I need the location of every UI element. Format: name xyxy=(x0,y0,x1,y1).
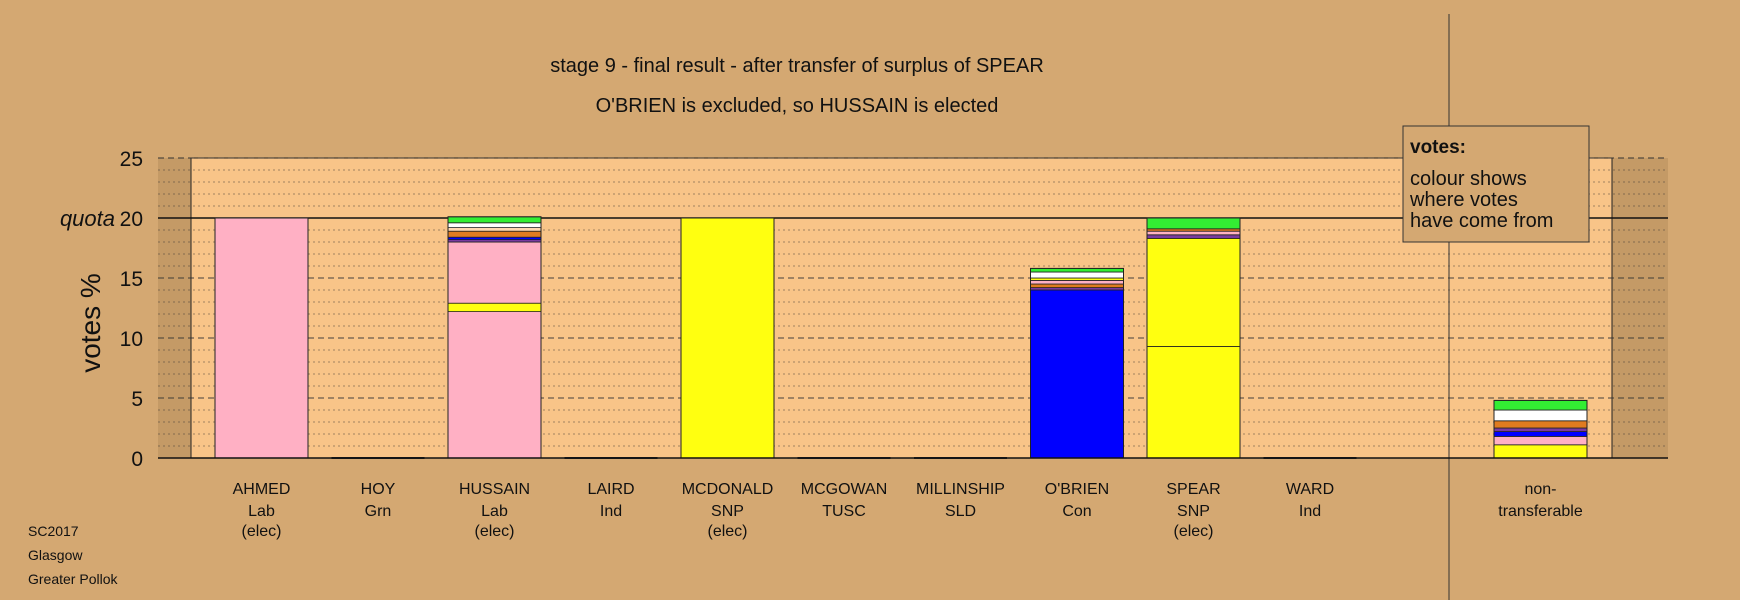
candidate-segment xyxy=(1146,230,1241,236)
y-tick-label: 10 xyxy=(120,328,143,351)
nontransferable-segment xyxy=(1493,427,1588,432)
nontransferable-segment xyxy=(1493,444,1588,459)
candidate-name-label: MILLINSHIP xyxy=(916,481,1005,498)
candidate-party-label: Lab xyxy=(248,503,275,520)
candidate-name-label: MCGOWAN xyxy=(801,481,888,498)
nontransferable-label: transferable xyxy=(1498,503,1583,520)
legend-line: where votes xyxy=(1409,189,1518,211)
candidate-status-label: (elec) xyxy=(707,523,747,540)
legend: votes: colour shows where votes have com… xyxy=(1402,125,1590,243)
candidate-name-label: WARD xyxy=(1286,481,1334,498)
candidate-name-label: SPEAR xyxy=(1166,481,1220,498)
candidate-party-label: SNP xyxy=(1177,503,1210,520)
plot-frame xyxy=(190,157,1613,459)
candidate-party-label: Ind xyxy=(600,503,622,520)
candidate-segment xyxy=(1030,279,1124,285)
candidate-status-label: (elec) xyxy=(1173,523,1213,540)
candidate-segment xyxy=(447,302,542,313)
candidate-segment xyxy=(1030,289,1124,459)
quota-label: quota xyxy=(60,206,115,231)
nontransferable-segment xyxy=(1493,420,1588,429)
legend-title: votes: xyxy=(1410,137,1466,158)
nontransferable-segment xyxy=(1493,431,1588,437)
candidate-segment xyxy=(447,222,542,229)
candidate-segment xyxy=(214,217,309,459)
candidate-party-label: SNP xyxy=(711,503,744,520)
candidate-segment xyxy=(1030,271,1124,279)
chart-title: stage 9 - final result - after transfer … xyxy=(550,55,1044,77)
candidate-segment xyxy=(1146,237,1241,347)
y-tick-label: 5 xyxy=(131,388,143,411)
legend-line: colour shows xyxy=(1410,168,1527,190)
candidate-segment xyxy=(1030,283,1124,288)
candidate-segment xyxy=(1146,217,1241,230)
y-tick-label: 25 xyxy=(120,148,143,171)
candidate-name-label: MCDONALD xyxy=(682,481,774,498)
candidate-party-label: SLD xyxy=(945,503,976,520)
y-tick-label: 0 xyxy=(131,448,143,471)
candidate-party-label: Grn xyxy=(365,503,392,520)
nontransferable-label: non- xyxy=(1524,481,1556,498)
candidate-segment xyxy=(447,311,542,459)
candidate-segment xyxy=(1146,345,1241,459)
candidate-name-label: O'BRIEN xyxy=(1045,481,1109,498)
candidate-party-label: TUSC xyxy=(822,503,866,520)
y-axis-label: votes % xyxy=(75,273,106,373)
candidate-segment xyxy=(1030,267,1124,273)
nontransferable-segment xyxy=(1493,435,1588,446)
legend-line: have come from xyxy=(1410,210,1553,232)
candidate-name-label: AHMED xyxy=(233,481,291,498)
y-tick-label: 15 xyxy=(120,268,143,291)
candidate-segment xyxy=(1146,234,1241,239)
y-tick-label: 20 xyxy=(120,208,143,231)
candidate-segment xyxy=(680,217,775,459)
nontransferable-segment xyxy=(1493,399,1588,411)
candidate-segment xyxy=(447,241,542,304)
chart-subtitle: O'BRIEN is excluded, so HUSSAIN is elect… xyxy=(596,95,999,117)
nontransferable-segment xyxy=(1493,409,1588,422)
candidate-party-label: Lab xyxy=(481,503,508,520)
footer-line: Greater Pollok xyxy=(28,571,118,587)
candidate-segment xyxy=(447,230,542,238)
footer-line: Glasgow xyxy=(28,547,83,563)
footer-line: SC2017 xyxy=(28,523,79,539)
candidate-name-label: HOY xyxy=(361,481,396,498)
candidate-name-label: HUSSAIN xyxy=(459,481,530,498)
candidate-party-label: Con xyxy=(1062,503,1091,520)
candidate-status-label: (elec) xyxy=(241,523,281,540)
candidate-status-label: (elec) xyxy=(474,523,514,540)
candidate-segment xyxy=(447,227,542,232)
candidate-name-label: LAIRD xyxy=(587,481,634,498)
candidate-segment xyxy=(447,216,542,224)
candidate-party-label: Ind xyxy=(1299,503,1321,520)
